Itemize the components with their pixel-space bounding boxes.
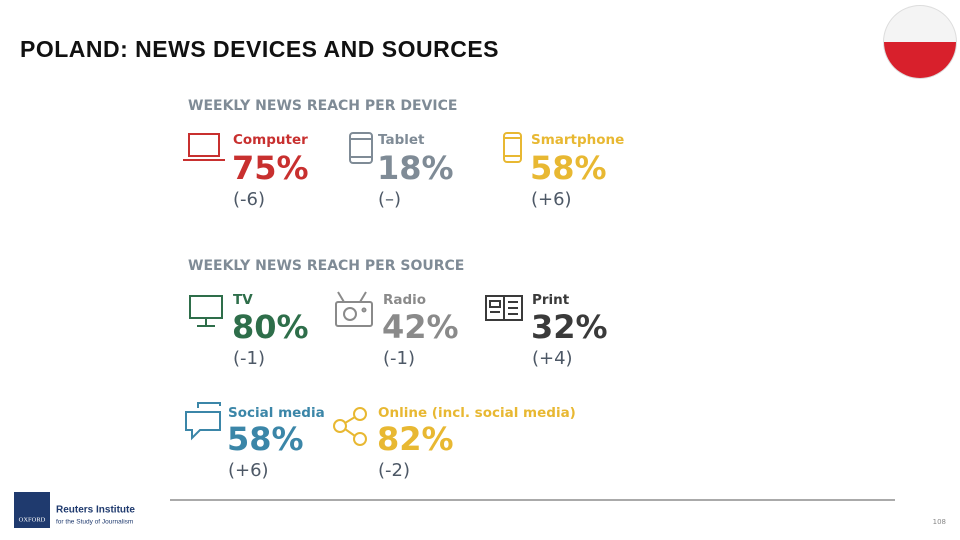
social-icon (185, 402, 221, 441)
section-heading: WEEKLY NEWS REACH PER SOURCE (188, 258, 464, 274)
item-change: (+4) (532, 348, 573, 369)
flag (883, 5, 957, 79)
smartphone-icon (503, 132, 522, 163)
slide-title: POLAND: NEWS DEVICES AND SOURCES (20, 36, 499, 62)
item-value: 58% (227, 420, 304, 458)
item-label: TV (233, 292, 253, 308)
item-label: Tablet (378, 132, 425, 148)
radio-icon (335, 291, 373, 327)
page-number: 108 (933, 518, 946, 526)
item-label: Smartphone (531, 132, 624, 148)
item-value: 80% (232, 308, 309, 346)
item-change: (+6) (228, 460, 269, 481)
section-heading: WEEKLY NEWS REACH PER DEVICE (188, 98, 457, 114)
item-value: 75% (232, 149, 309, 187)
item-change: (+6) (531, 189, 572, 210)
tablet-icon (349, 132, 373, 164)
item-change: (-1) (233, 348, 265, 369)
item-change: (-2) (378, 460, 410, 481)
item-label: Radio (383, 292, 426, 308)
item-label: Computer (233, 132, 308, 148)
item-value: 32% (531, 308, 608, 346)
item-value: 18% (377, 149, 454, 187)
item-change: (-6) (233, 189, 265, 210)
item-change: (–) (378, 189, 401, 210)
item-label: Social media (228, 405, 325, 421)
tv-icon (189, 295, 223, 327)
print-icon (485, 295, 523, 321)
logo: OXFORD Reuters Institute for the Study o… (14, 492, 135, 528)
item-change: (-1) (383, 348, 415, 369)
item-label: Online (incl. social media) (378, 405, 576, 421)
computer-icon (183, 133, 225, 161)
item-label: Print (532, 292, 570, 308)
item-value: 82% (377, 420, 454, 458)
logo-mark: OXFORD (19, 516, 46, 523)
item-value: 42% (382, 308, 459, 346)
share-icon (333, 407, 367, 446)
item-value: 58% (530, 149, 607, 187)
logo-subtitle: for the Study of Journalism (56, 519, 133, 526)
logo-institute: Reuters Institute (56, 505, 135, 516)
